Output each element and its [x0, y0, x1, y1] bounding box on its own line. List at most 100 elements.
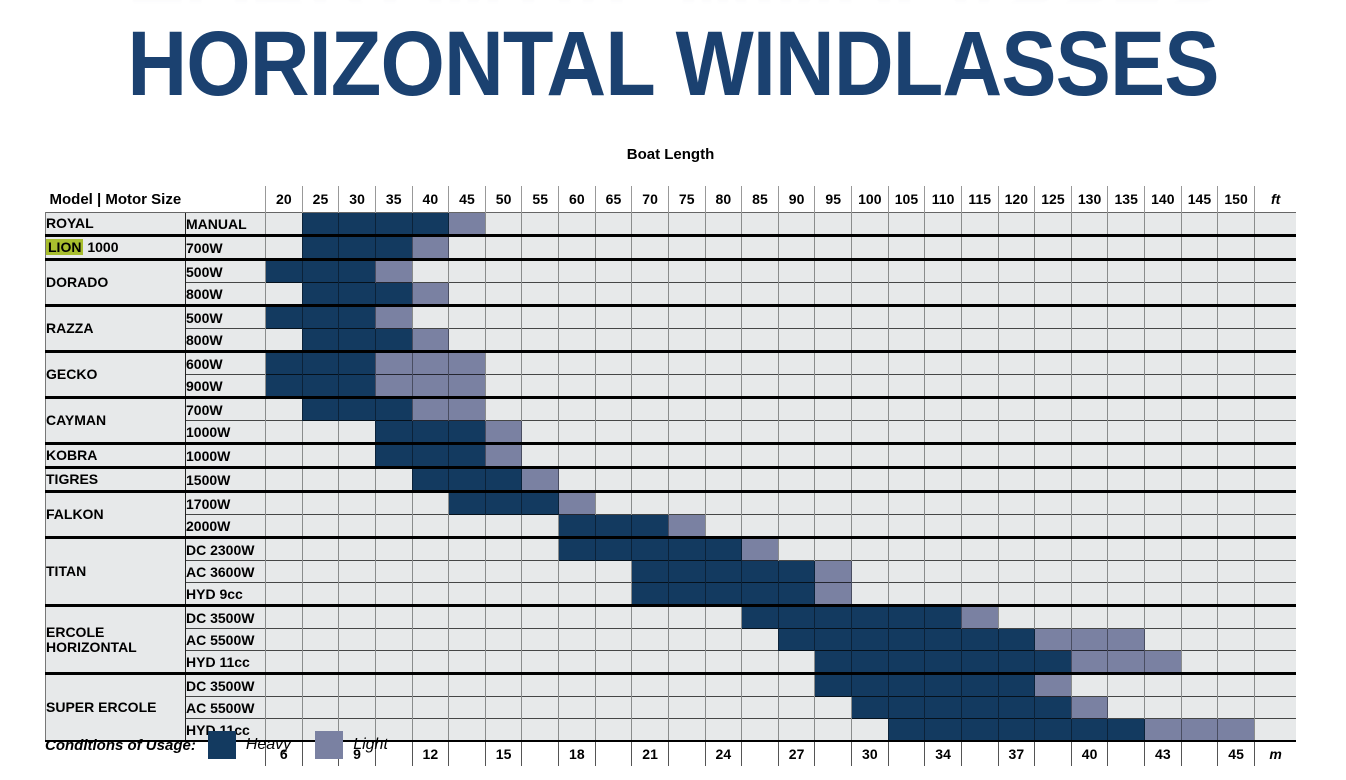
cell-empty — [1217, 650, 1255, 674]
cell-empty — [338, 560, 376, 583]
cell-empty — [594, 396, 632, 421]
cell-empty — [997, 514, 1035, 538]
cell-empty — [1144, 234, 1182, 260]
cell-empty — [1253, 604, 1297, 629]
cell-empty — [997, 304, 1035, 329]
cell-empty — [1253, 718, 1297, 741]
cell-light — [484, 420, 522, 444]
ft-column-header: 20 — [265, 186, 303, 213]
m-value — [594, 740, 632, 766]
table-row: AC 5500W — [46, 696, 1297, 719]
cell-empty — [448, 650, 486, 674]
cell-empty — [960, 328, 999, 352]
cell-light — [1070, 696, 1108, 719]
cell-empty — [484, 374, 522, 398]
cell-empty — [1180, 672, 1218, 697]
cell-empty — [1107, 282, 1145, 306]
cell-empty — [265, 396, 303, 421]
cell-empty — [1144, 282, 1182, 306]
motor-size-label: 1700W — [184, 490, 266, 515]
cell-empty — [741, 212, 779, 236]
cell-empty — [1107, 420, 1145, 444]
cell-empty — [1253, 560, 1297, 583]
cell-empty — [887, 582, 925, 606]
cell-empty — [594, 420, 632, 444]
cell-empty — [1253, 490, 1297, 515]
cell-empty — [924, 258, 962, 283]
table-body: ROYAL MANUAL LION 1000 700W DORADO 500W 800W RA… — [45, 212, 1297, 766]
cell-empty — [1217, 442, 1255, 468]
cell-heavy — [448, 466, 486, 492]
cell-empty — [1034, 490, 1072, 515]
cell-empty — [814, 696, 852, 719]
cell-empty — [1107, 536, 1145, 561]
motor-size-label: 600W — [184, 350, 266, 375]
cell-empty — [484, 604, 522, 629]
cell-empty — [374, 582, 413, 606]
cell-empty — [851, 304, 889, 329]
cell-light — [1107, 628, 1145, 651]
cell-empty — [594, 490, 632, 515]
cell-empty — [301, 442, 339, 468]
cell-empty — [777, 374, 815, 398]
cell-empty — [851, 282, 889, 306]
cell-empty — [741, 304, 779, 329]
model-label: ERCOLE HORIZONTAL — [45, 604, 186, 674]
cell-empty — [411, 514, 449, 538]
cell-heavy — [484, 466, 522, 492]
cell-heavy — [338, 396, 376, 421]
cell-empty — [1253, 650, 1297, 674]
model-label: KOBRA — [45, 442, 186, 468]
cell-empty — [887, 350, 925, 375]
motor-size-label: MANUAL — [184, 212, 266, 236]
cell-empty — [1144, 258, 1182, 283]
cell-empty — [521, 350, 559, 375]
cell-empty — [301, 696, 339, 719]
cell-empty — [1107, 672, 1145, 697]
cell-empty — [1253, 396, 1297, 421]
cell-empty — [594, 234, 632, 260]
cell-light — [411, 234, 449, 260]
cell-empty — [741, 328, 779, 352]
cell-empty — [1253, 672, 1297, 697]
cell-empty — [1144, 442, 1182, 468]
cell-light — [448, 396, 486, 421]
cell-empty — [374, 560, 413, 583]
cell-empty — [851, 490, 889, 515]
cell-heavy — [338, 258, 376, 283]
cell-empty — [1107, 350, 1145, 375]
cell-empty — [338, 442, 376, 468]
motor-size-label: 800W — [184, 282, 266, 306]
cell-empty — [1070, 466, 1108, 492]
cell-empty — [558, 672, 596, 697]
page-title: HORIZONTAL WINDLASSES — [127, 13, 1219, 115]
cell-heavy — [924, 604, 962, 629]
motor-size-label: 500W — [184, 304, 266, 329]
cell-empty — [960, 258, 999, 283]
cell-heavy — [924, 718, 962, 741]
cell-empty — [1034, 442, 1072, 468]
cell-empty — [265, 536, 303, 561]
cell-empty — [1144, 672, 1182, 697]
cell-empty — [1144, 328, 1182, 352]
cell-light — [1180, 718, 1218, 741]
cell-empty — [1107, 304, 1145, 329]
cell-empty — [374, 466, 413, 492]
m-value — [960, 740, 999, 766]
cell-empty — [265, 650, 303, 674]
cell-empty — [1217, 420, 1255, 444]
cell-empty — [667, 258, 706, 283]
cell-heavy — [484, 490, 522, 515]
cell-empty — [265, 672, 303, 697]
cell-empty — [1180, 396, 1218, 421]
cell-heavy — [338, 304, 376, 329]
cell-empty — [301, 514, 339, 538]
windlass-table: Model | Motor Size 20 25 30 35 40 45 50 55 60 65 70… — [45, 186, 1297, 766]
cell-empty — [960, 490, 999, 515]
cell-empty — [667, 420, 706, 444]
m-value — [887, 740, 925, 766]
cell-empty — [631, 490, 669, 515]
cell-empty — [338, 420, 376, 444]
cell-heavy — [777, 604, 815, 629]
